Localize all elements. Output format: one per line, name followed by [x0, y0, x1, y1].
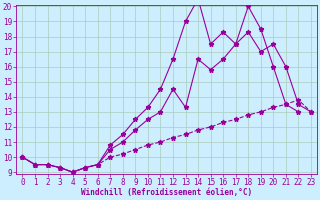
- X-axis label: Windchill (Refroidissement éolien,°C): Windchill (Refroidissement éolien,°C): [81, 188, 252, 197]
